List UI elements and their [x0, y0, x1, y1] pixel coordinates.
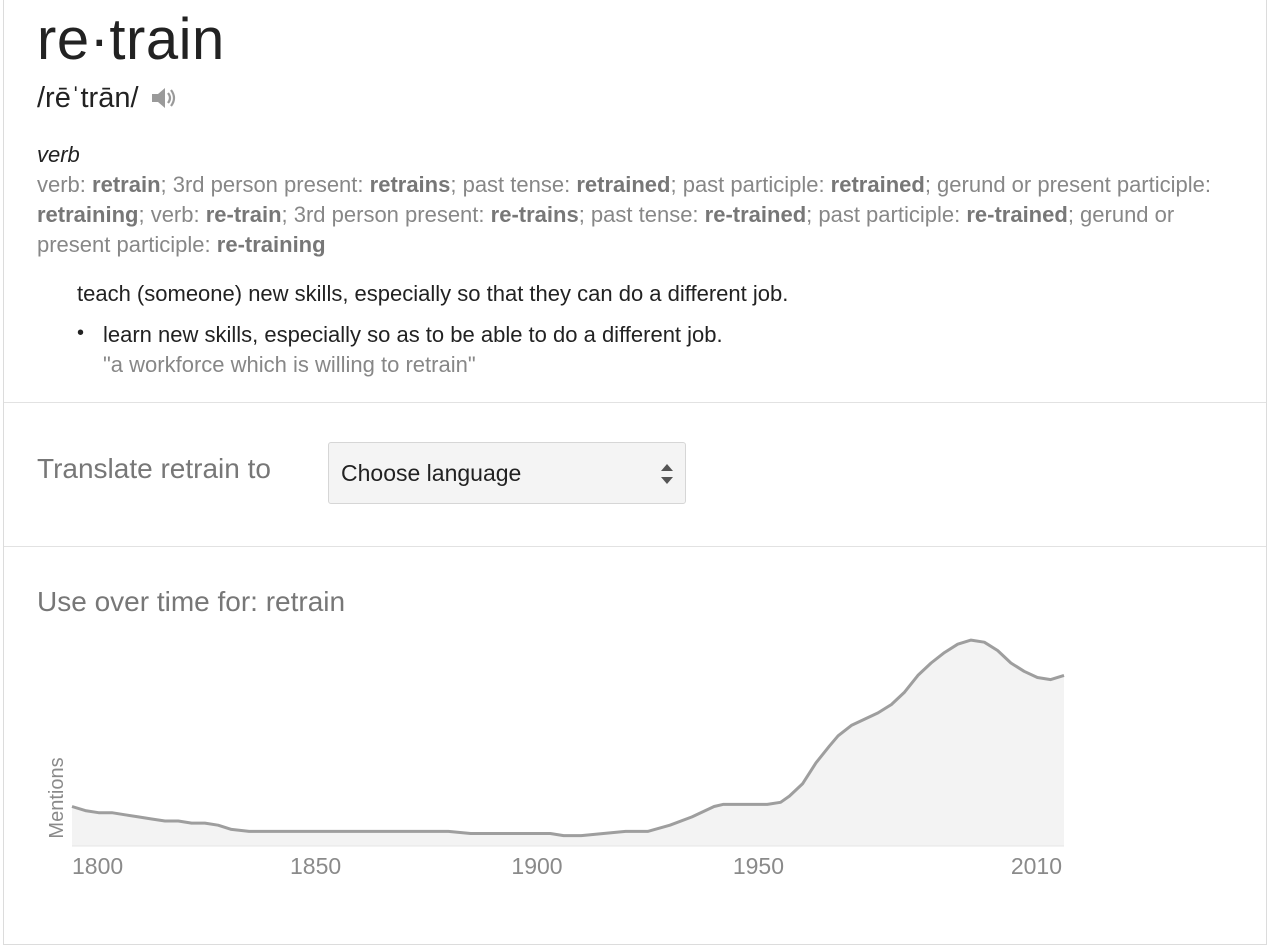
- headword: re·train: [37, 7, 225, 72]
- select-arrows-icon: [661, 464, 673, 484]
- usage-chart: Mentions 1800 1850 1900 1950 2010: [46, 638, 1065, 879]
- definition: teach (someone) new skills, especially s…: [77, 281, 789, 306]
- language-select-value: Choose language: [341, 460, 522, 486]
- inflection-label: ; past participle:: [670, 172, 831, 197]
- inflection-form: re-trained: [704, 202, 807, 227]
- inflection-form: retrained: [576, 172, 671, 197]
- usage-area: [72, 640, 1064, 846]
- inflection-form: re-trained: [966, 202, 1068, 227]
- speaker-icon[interactable]: [149, 83, 179, 113]
- inflection-form: retrains: [369, 172, 451, 197]
- x-tick-label: 1900: [511, 853, 562, 879]
- part-of-speech: verb: [37, 142, 80, 167]
- bullet-icon: •: [77, 322, 85, 344]
- translate-label: Translate retrain to: [37, 453, 271, 484]
- x-tick-label: 1850: [290, 853, 341, 879]
- inflection-label: ; verb:: [138, 202, 206, 227]
- divider: [4, 546, 1266, 547]
- inflection-form: re-trains: [490, 202, 579, 227]
- inflection-label: ; 3rd person present:: [160, 172, 370, 197]
- inflection-form: retrained: [830, 172, 925, 197]
- inflection-label: ; past participle:: [806, 202, 967, 227]
- inflection-forms: verb: retrain; 3rd person present: retra…: [37, 170, 1237, 260]
- usage-line: [71, 638, 1065, 838]
- inflection-label: ; 3rd person present:: [281, 202, 491, 227]
- divider: [4, 402, 1266, 403]
- language-select[interactable]: Choose language: [328, 442, 686, 504]
- pronunciation: /rēˈtrān/: [37, 81, 139, 114]
- x-tick-label: 1800: [72, 853, 123, 879]
- inflection-form: retraining: [37, 202, 139, 227]
- inflection-form: re-training: [216, 232, 326, 257]
- x-tick-label: 2010: [1011, 853, 1062, 879]
- chart-title: Use over time for: retrain: [37, 586, 346, 617]
- x-tick-label: 1950: [733, 853, 784, 879]
- inflection-form: re-train: [205, 202, 282, 227]
- inflection-label: ; gerund or present participle:: [924, 172, 1211, 197]
- pronunciation-row: /rēˈtrān/: [37, 78, 179, 118]
- inflection-label: ; gerund or present participle:: [37, 202, 1175, 257]
- inflection-label: verb:: [37, 172, 93, 197]
- sub-definition-item: • learn new skills, especially so as to …: [77, 320, 723, 380]
- inflection-label: ; past tense:: [450, 172, 577, 197]
- inflection-label: ; past tense:: [578, 202, 705, 227]
- y-axis-label: Mentions: [46, 757, 68, 838]
- sub-definition: learn new skills, especially so as to be…: [103, 322, 723, 347]
- dictionary-card: re·train /rēˈtrān/ verb verb: retrain; 3…: [3, 0, 1267, 945]
- inflection-form: retrain: [92, 172, 161, 197]
- example-sentence: "a workforce which is willing to retrain…: [103, 352, 476, 377]
